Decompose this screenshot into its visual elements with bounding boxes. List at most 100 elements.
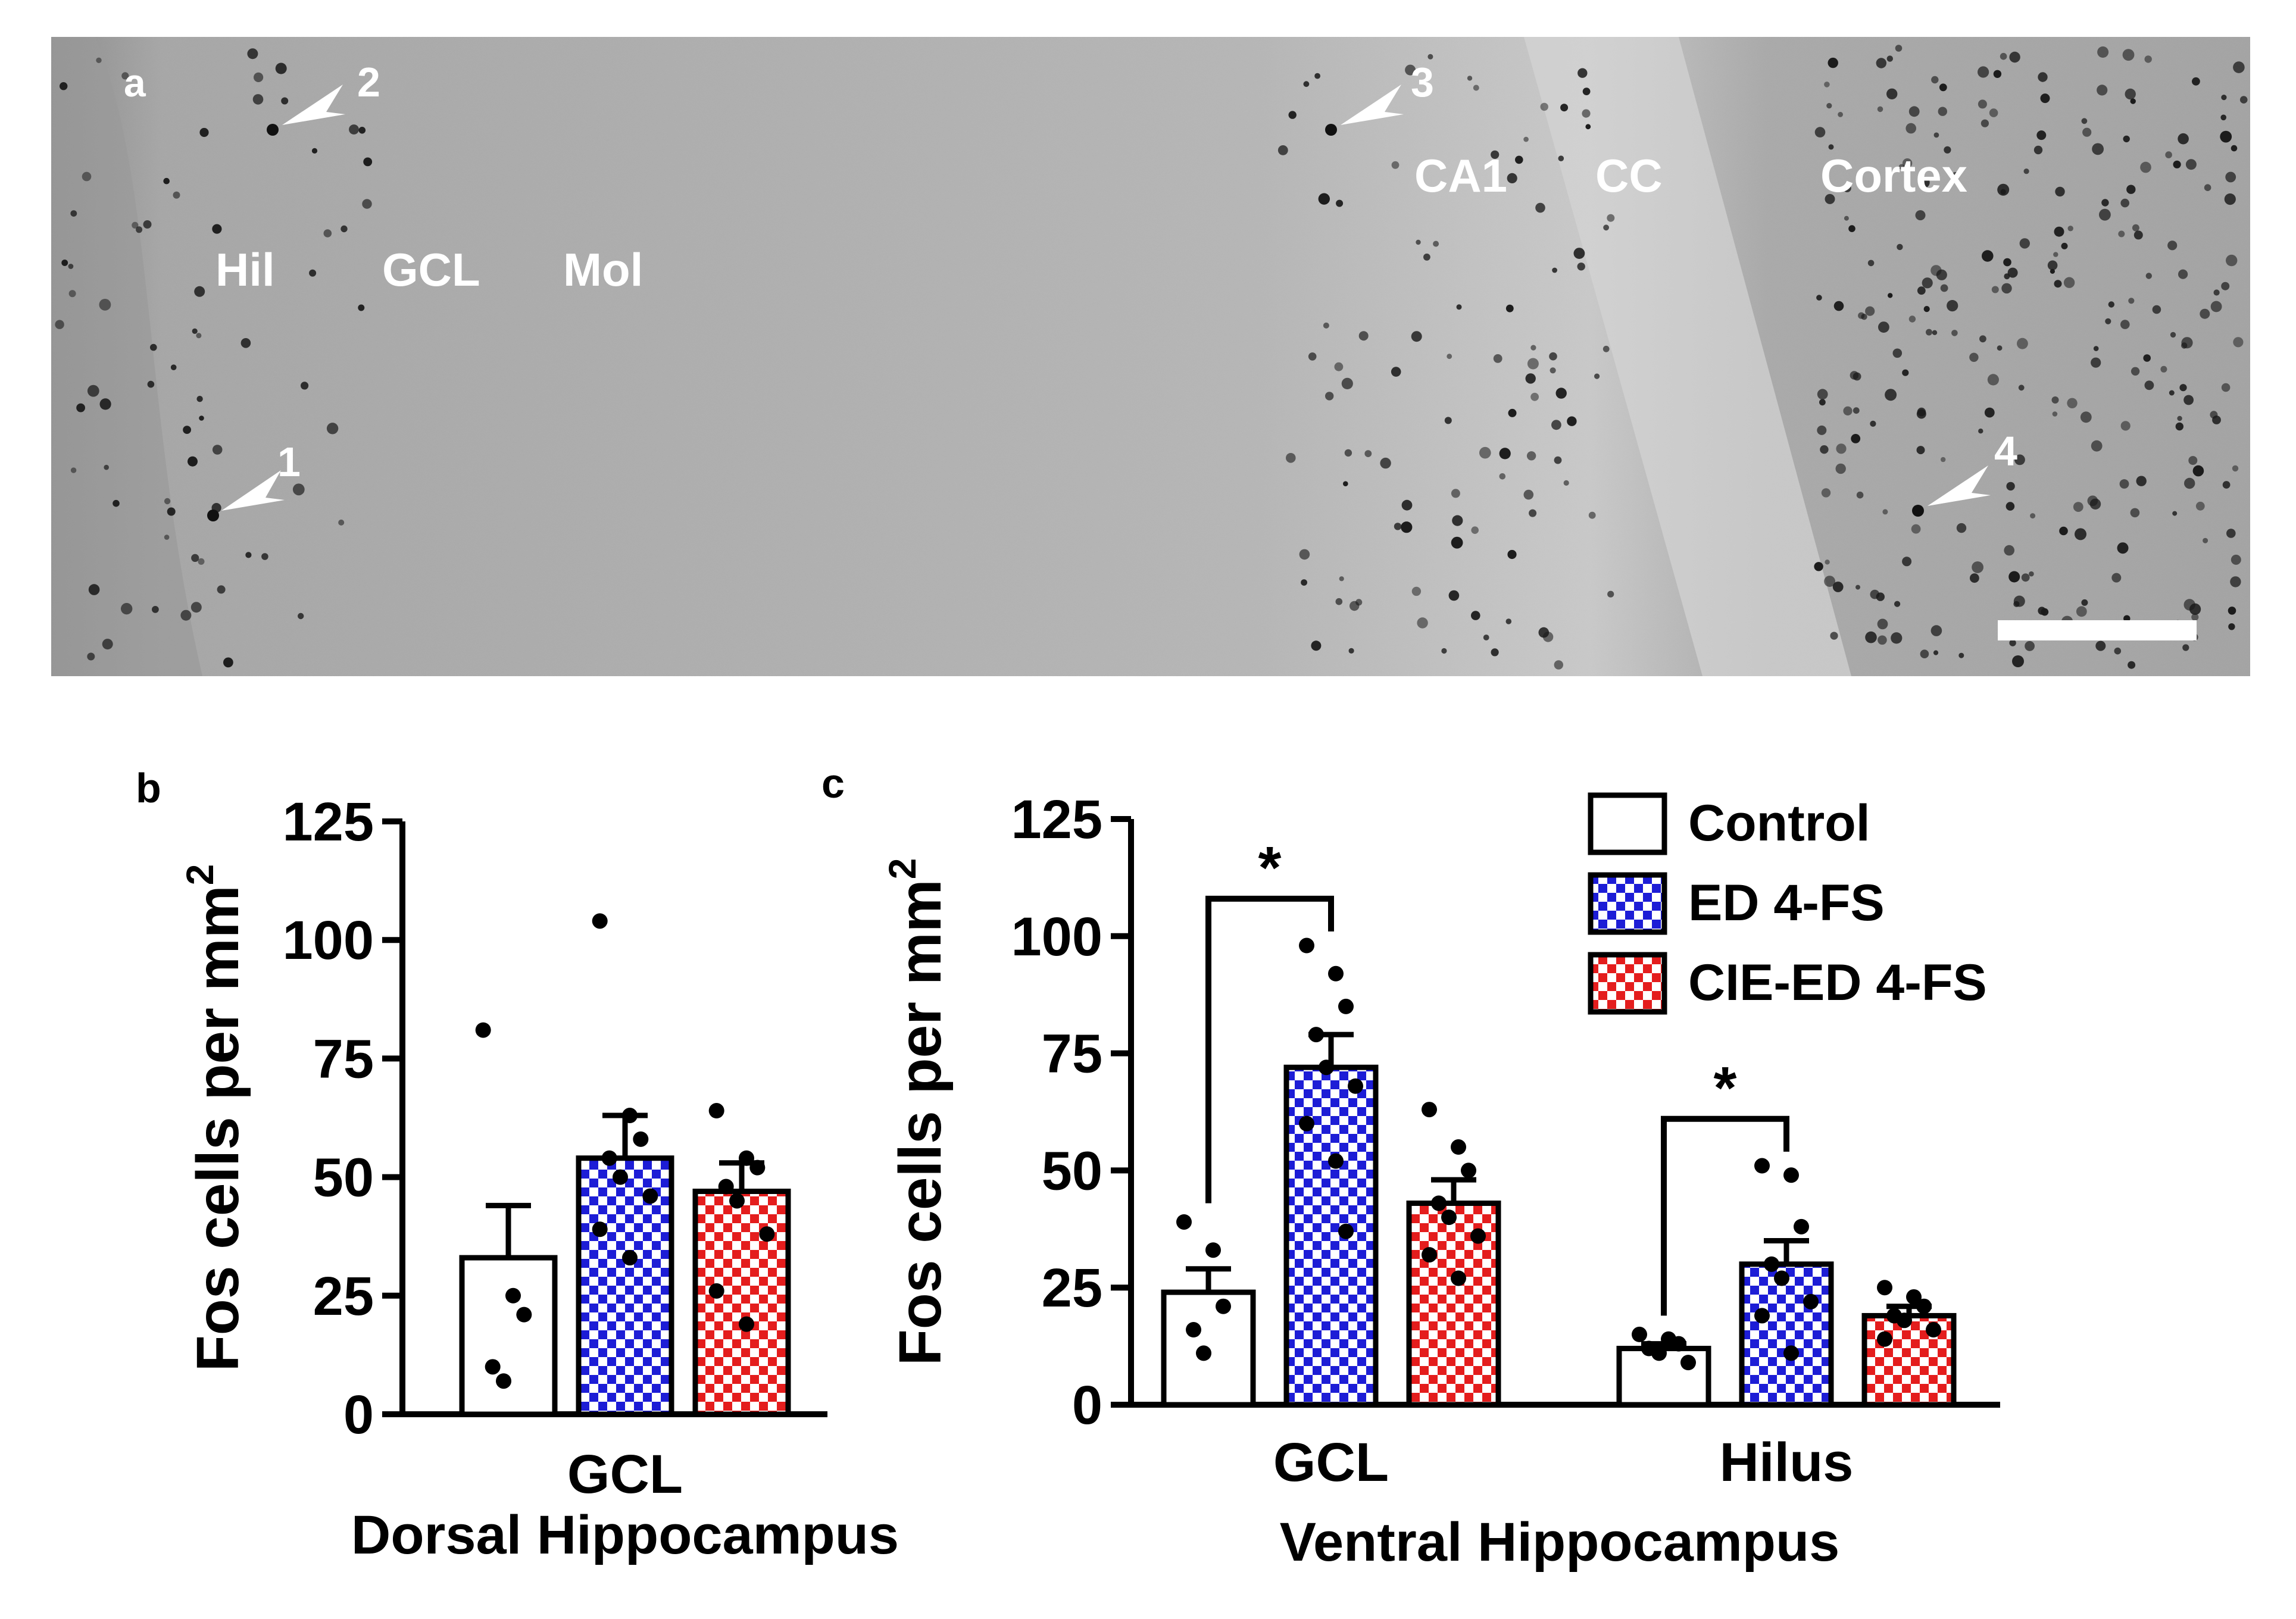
- stained-cell: [1401, 499, 1413, 511]
- stained-cell: [2144, 380, 2154, 390]
- stained-cell: [2120, 320, 2130, 329]
- stained-cell: [2181, 337, 2193, 349]
- stained-cell: [1830, 632, 1838, 640]
- legend-swatch-ed: [1588, 872, 1667, 935]
- stained-cell: [1978, 429, 1983, 434]
- stained-cell: [323, 229, 332, 237]
- stained-cell: [1288, 111, 1297, 119]
- stained-cell: [1941, 457, 1946, 462]
- stained-cell: [1908, 106, 1920, 117]
- stained-cell: [2195, 501, 2205, 511]
- stained-cell: [99, 299, 111, 311]
- stained-cell: [1984, 407, 1995, 418]
- category-label: GCL: [567, 1444, 683, 1505]
- stained-cell: [1301, 579, 1308, 586]
- stained-cell: [1902, 557, 1912, 567]
- stained-cell: [88, 584, 100, 595]
- stained-cell: [1577, 262, 1585, 271]
- data-point: [592, 913, 608, 929]
- data-point: [601, 1150, 617, 1166]
- stained-cell: [2009, 639, 2016, 646]
- stained-cell: [1523, 136, 1529, 142]
- stained-cell: [2013, 595, 2025, 607]
- stained-cell: [1348, 648, 1354, 654]
- stained-cell: [104, 464, 109, 470]
- stained-cell: [194, 286, 205, 297]
- stained-cell: [1515, 155, 1523, 164]
- stained-cell: [338, 519, 345, 526]
- stained-cell: [2192, 77, 2200, 86]
- data-point: [739, 1316, 754, 1332]
- stained-cell: [1405, 64, 1416, 76]
- stained-cell: [76, 403, 86, 412]
- stained-cell: [1982, 250, 1994, 262]
- stained-cell: [1391, 367, 1401, 377]
- stained-cell: [1311, 640, 1322, 651]
- stained-cell: [2093, 346, 2099, 351]
- stained-cell: [1987, 374, 1999, 386]
- stained-cell: [1886, 88, 1898, 99]
- stained-cell: [2122, 49, 2135, 61]
- stained-cell: [2132, 224, 2139, 232]
- stained-cell: [2189, 603, 2201, 615]
- stained-cell: [1423, 254, 1430, 261]
- stained-cell: [298, 612, 304, 620]
- stained-cell: [1933, 132, 1939, 138]
- stained-cell: [1525, 373, 1536, 384]
- stained-cell: [2175, 422, 2183, 431]
- stained-cell: [1550, 367, 1556, 374]
- data-point: [642, 1188, 658, 1204]
- stained-cell: [2222, 481, 2231, 489]
- stained-cell: [196, 333, 202, 339]
- stained-cell: [2036, 130, 2047, 140]
- data-point: [1338, 1223, 1354, 1239]
- y-tick-label: 25: [1042, 1258, 1102, 1318]
- stained-cell: [2136, 476, 2147, 486]
- stained-cell: [240, 338, 251, 348]
- data-point: [1328, 1153, 1344, 1169]
- stained-cell: [2221, 95, 2227, 101]
- stained-cell: [2228, 607, 2236, 615]
- stained-cell: [2052, 411, 2058, 417]
- stained-cell: [2073, 502, 2083, 512]
- arrow-target-cell-1: [207, 510, 219, 521]
- data-point: [1422, 1247, 1437, 1263]
- stained-cell: [180, 610, 192, 621]
- chart-panel-c: c 0 25 50 75 100 125 Fos cells per mm2 GCL Hilus V…: [821, 760, 2000, 1573]
- stained-cell: [1911, 524, 1921, 534]
- legend-label-ed: ED 4-FS: [1688, 874, 1885, 932]
- stained-cell: [2092, 143, 2104, 155]
- stained-cell: [1540, 102, 1548, 111]
- stained-cell: [2063, 277, 2075, 288]
- stained-cell: [1314, 73, 1321, 79]
- stained-cell: [2220, 114, 2226, 121]
- stained-cell: [1817, 389, 1828, 400]
- stained-cell: [2097, 85, 2108, 96]
- stained-cell: [1853, 407, 1860, 414]
- stained-cell: [1308, 352, 1317, 361]
- stained-cell: [82, 171, 92, 182]
- stained-cell: [1918, 176, 1930, 189]
- stained-cell: [2191, 613, 2199, 621]
- data-point: [1783, 1167, 1799, 1183]
- stained-cell: [87, 385, 99, 397]
- stained-cell: [1341, 377, 1353, 390]
- stained-cell: [1947, 299, 1958, 312]
- y-tick-label: 0: [343, 1384, 374, 1445]
- stained-cell: [68, 264, 74, 269]
- stained-cell: [2038, 72, 2048, 82]
- stained-cell: [1277, 145, 1288, 155]
- data-point: [1422, 1102, 1437, 1118]
- stained-cell: [1894, 601, 1901, 607]
- data-point: [1794, 1218, 1809, 1234]
- stained-cell: [1334, 362, 1344, 371]
- stained-cell: [2221, 282, 2230, 290]
- stained-cell: [2067, 398, 2078, 408]
- arrow-label-4: 4: [1994, 428, 2017, 474]
- stained-cell: [1471, 611, 1480, 620]
- stained-cell: [2130, 98, 2136, 104]
- stained-cell: [2224, 193, 2236, 205]
- stained-cell: [2145, 273, 2152, 279]
- stained-cell: [2128, 298, 2135, 304]
- stained-cell: [68, 290, 76, 298]
